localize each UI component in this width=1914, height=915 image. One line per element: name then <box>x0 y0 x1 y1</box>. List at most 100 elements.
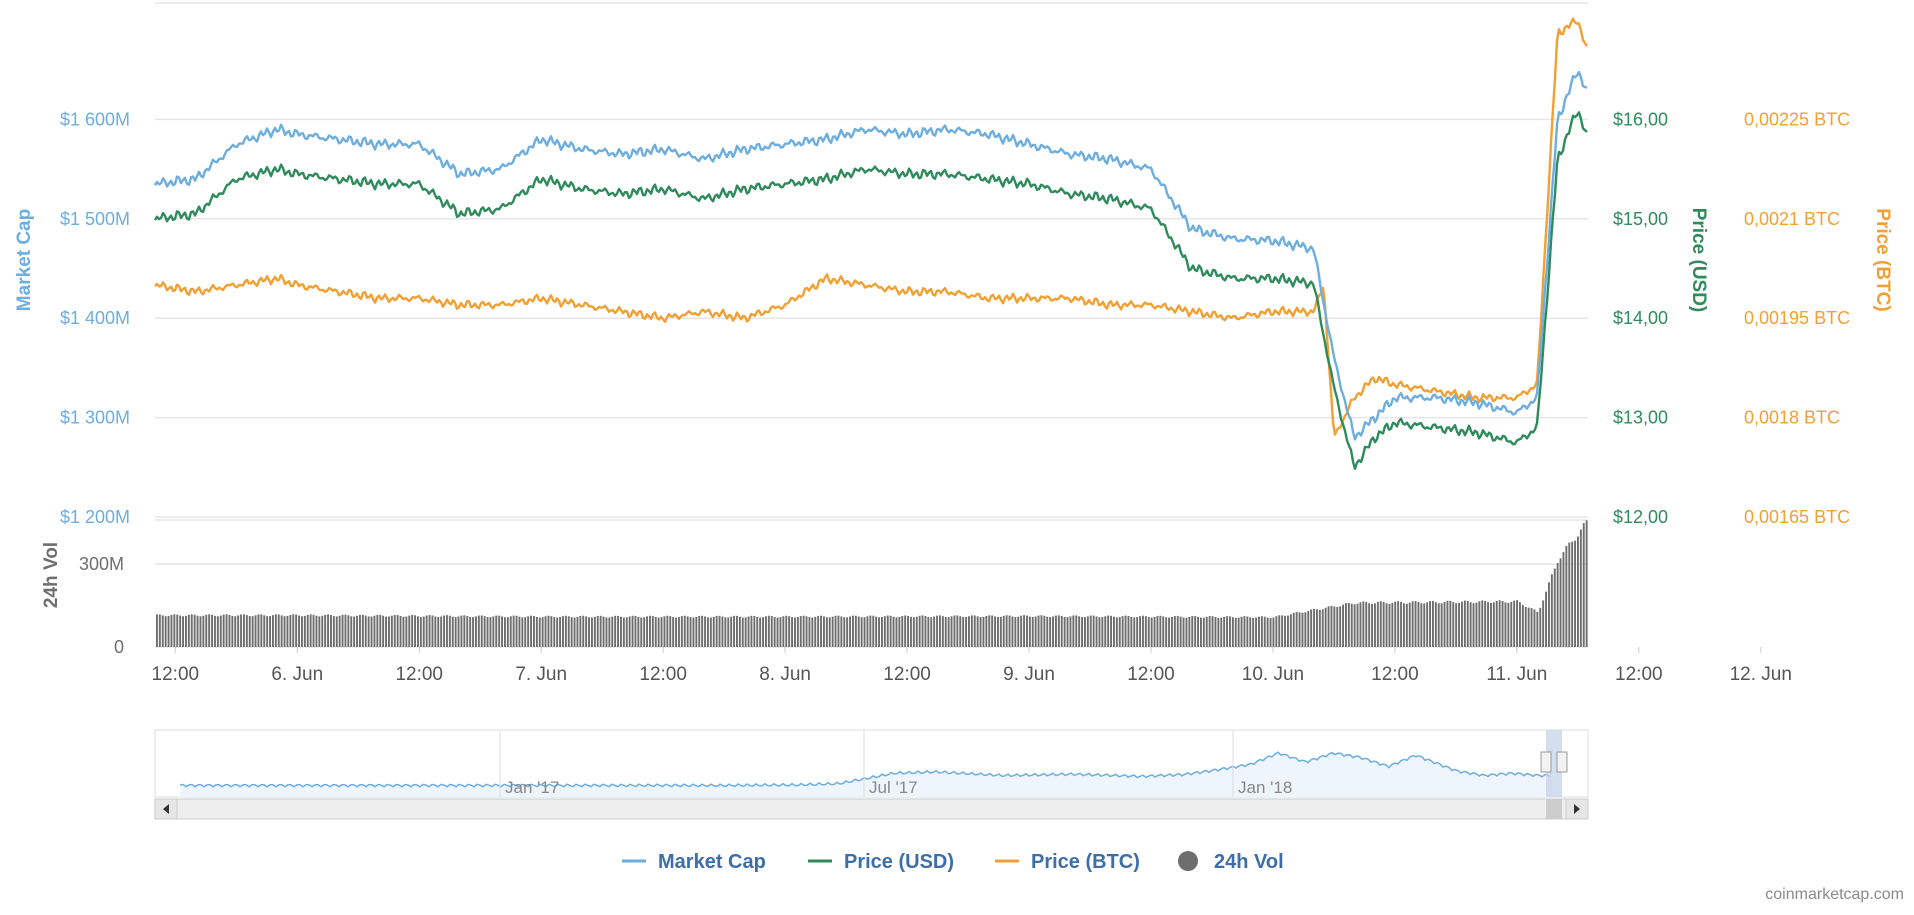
x-tick-label: 12:00 <box>1615 664 1663 685</box>
volume-bar <box>1281 615 1284 647</box>
volume-bar <box>860 617 863 647</box>
volume-bar <box>469 616 472 647</box>
volume-bar <box>1292 612 1295 647</box>
navigator-handle-left[interactable] <box>1540 751 1552 773</box>
volume-bar <box>272 615 274 647</box>
navigator-label: Jan '17 <box>505 778 559 797</box>
volume-bar <box>480 615 483 647</box>
volume-bar <box>997 617 999 647</box>
volume-bar <box>788 616 791 647</box>
volume-bar <box>1223 616 1226 647</box>
volume-bar <box>796 617 799 647</box>
volume-bar <box>991 615 994 647</box>
volume-bar <box>1034 616 1037 647</box>
volume-bar <box>654 616 657 647</box>
volume-bar <box>1179 616 1182 647</box>
legend-swatch-dot <box>1178 851 1198 871</box>
volume-bar <box>1527 607 1530 647</box>
volume-bar <box>1388 603 1391 647</box>
volume-bar <box>533 615 535 647</box>
navigator-selection[interactable] <box>1546 730 1562 797</box>
volume-bar <box>257 614 260 647</box>
scrollbar-thumb[interactable] <box>1546 799 1562 819</box>
navigator-label: Jan '18 <box>1238 778 1292 797</box>
scroll-right-icon <box>1574 804 1580 814</box>
volume-bar <box>434 616 437 647</box>
volume-bar <box>483 616 486 647</box>
legend-item[interactable]: Price (BTC) <box>1031 851 1140 873</box>
volume-bar <box>1400 602 1402 647</box>
volume-bar <box>1562 552 1565 647</box>
scrollbar-track[interactable] <box>154 798 1589 820</box>
volume-bar <box>933 616 936 647</box>
volume-bar <box>521 617 524 647</box>
volume-bar <box>553 617 556 647</box>
volume-bar <box>1217 617 1220 647</box>
volume-bar <box>1043 615 1046 647</box>
navigator-area <box>180 752 1553 797</box>
volume-bar <box>646 616 648 647</box>
volume-bar <box>431 615 434 647</box>
volume-bar <box>364 615 367 647</box>
volume-bar <box>1559 558 1562 647</box>
volume-bar <box>501 616 503 647</box>
x-tick-label: 10. Jun <box>1242 664 1304 685</box>
volume-bar <box>161 615 164 647</box>
volume-bar <box>359 614 361 647</box>
volume-bar <box>1002 615 1005 647</box>
volume-bar <box>1113 616 1115 647</box>
volume-bar <box>216 616 219 647</box>
volume-bar <box>1539 607 1542 647</box>
volume-bar <box>588 617 590 647</box>
legend-item[interactable]: Market Cap <box>658 851 766 873</box>
volume-bar <box>614 615 617 647</box>
volume-bar <box>892 616 895 647</box>
volume-bar <box>1237 617 1240 647</box>
volume-bar <box>399 616 402 647</box>
volume-bar <box>854 615 857 647</box>
volume-bar <box>417 616 419 647</box>
volume-bar <box>973 615 976 647</box>
volume-bar <box>1452 602 1455 647</box>
x-tick-label: 12:00 <box>395 664 443 685</box>
volume-bar <box>547 615 550 647</box>
volume-bar <box>1463 600 1466 647</box>
volume-bar <box>799 616 802 647</box>
volume-bar <box>564 615 567 647</box>
volume-bar <box>312 614 315 647</box>
volume-bar <box>663 616 666 647</box>
volume-axis-title: 24h Vol <box>41 542 62 608</box>
volume-bar <box>1556 563 1559 647</box>
volume-bar <box>846 617 849 647</box>
volume-bar <box>1429 601 1431 647</box>
volume-bar <box>1258 616 1260 647</box>
volume-bar <box>1220 617 1223 647</box>
legend-item[interactable]: 24h Vol <box>1214 851 1284 873</box>
volume-bar <box>794 617 796 647</box>
volume-bar <box>506 617 509 647</box>
volume-bar <box>1542 600 1545 647</box>
volume-bar <box>1107 615 1110 647</box>
volume-bar <box>1052 616 1054 647</box>
volume-bar <box>1173 616 1176 647</box>
volume-bar <box>1536 611 1539 647</box>
volume-bar <box>1092 615 1095 647</box>
volume-bar <box>472 617 474 647</box>
x-tick-label: 12:00 <box>883 664 931 685</box>
volume-bar <box>939 615 941 647</box>
volume-bar <box>953 615 956 647</box>
volume-tick-label: 300M <box>79 554 124 574</box>
legend-item[interactable]: Price (USD) <box>844 851 954 873</box>
volume-bar <box>512 615 515 647</box>
x-tick-label: 6. Jun <box>271 664 323 685</box>
volume-bar <box>617 615 619 647</box>
volume-bar <box>1345 603 1347 647</box>
navigator-handle-right[interactable] <box>1556 751 1568 773</box>
volume-bar <box>733 615 735 647</box>
attribution-link[interactable]: coinmarketcap.com <box>1765 886 1904 903</box>
price-usd-tick-label: $12,00 <box>1613 507 1668 527</box>
volume-bar <box>367 616 370 647</box>
volume-bar <box>1313 608 1315 647</box>
volume-bar <box>1379 601 1382 647</box>
volume-bar <box>1437 603 1440 647</box>
